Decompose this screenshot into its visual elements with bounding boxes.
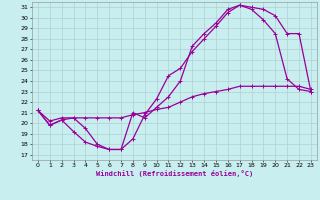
X-axis label: Windchill (Refroidissement éolien,°C): Windchill (Refroidissement éolien,°C): [96, 170, 253, 177]
